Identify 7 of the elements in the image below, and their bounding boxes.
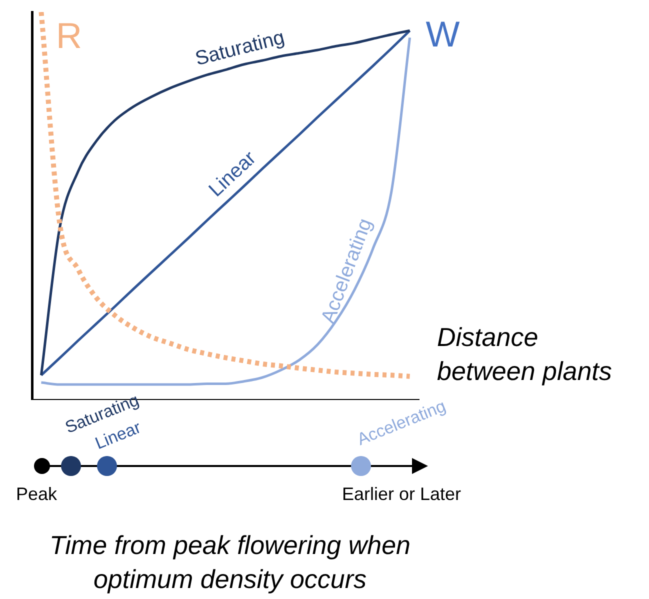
text: Saturating xyxy=(193,26,287,70)
x-axis-title: Distance between plants xyxy=(437,322,612,386)
text: Peak xyxy=(16,484,58,505)
text: Time from peak flowering when optimum density occurs xyxy=(48,529,412,596)
series-label: R xyxy=(56,14,82,56)
text: W xyxy=(426,14,460,55)
text: Earlier or Later xyxy=(342,484,462,505)
